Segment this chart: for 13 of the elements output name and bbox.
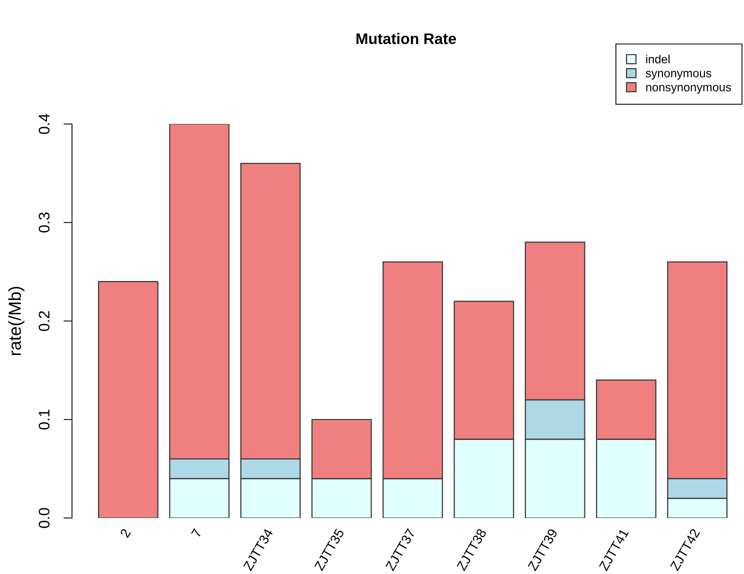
y-tick-label: 0.0 xyxy=(38,508,50,528)
y-tick-label: 0.1 xyxy=(38,410,50,430)
x-tick-label: 7 xyxy=(191,528,202,538)
chart-title: Mutation Rate xyxy=(356,32,456,44)
bar xyxy=(98,281,158,518)
legend-label: synonymous xyxy=(646,70,712,80)
y-tick-label: 0.4 xyxy=(38,114,50,134)
legend-label: indel xyxy=(646,54,670,64)
y-tick-label: 0.2 xyxy=(38,311,50,332)
y-tick-label: 0.3 xyxy=(38,212,50,233)
y-axis-title: rate(/Mb) xyxy=(8,286,24,356)
x-tick-label: 2 xyxy=(120,528,131,538)
legend-label: nonsynonymous xyxy=(646,84,731,94)
